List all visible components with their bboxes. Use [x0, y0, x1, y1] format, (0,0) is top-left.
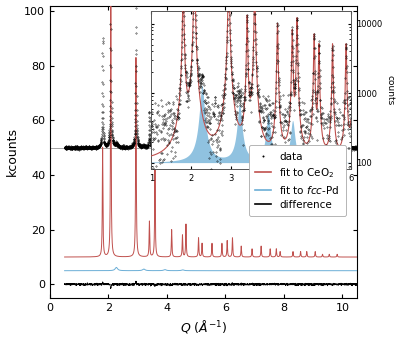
Y-axis label: kcounts: kcounts — [6, 127, 18, 176]
Legend: data, fit to CeO$_2$, fit to $fcc$-Pd, difference: data, fit to CeO$_2$, fit to $fcc$-Pd, d… — [249, 145, 346, 216]
X-axis label: $Q$ ($\AA^{-1}$): $Q$ ($\AA^{-1}$) — [180, 318, 227, 336]
